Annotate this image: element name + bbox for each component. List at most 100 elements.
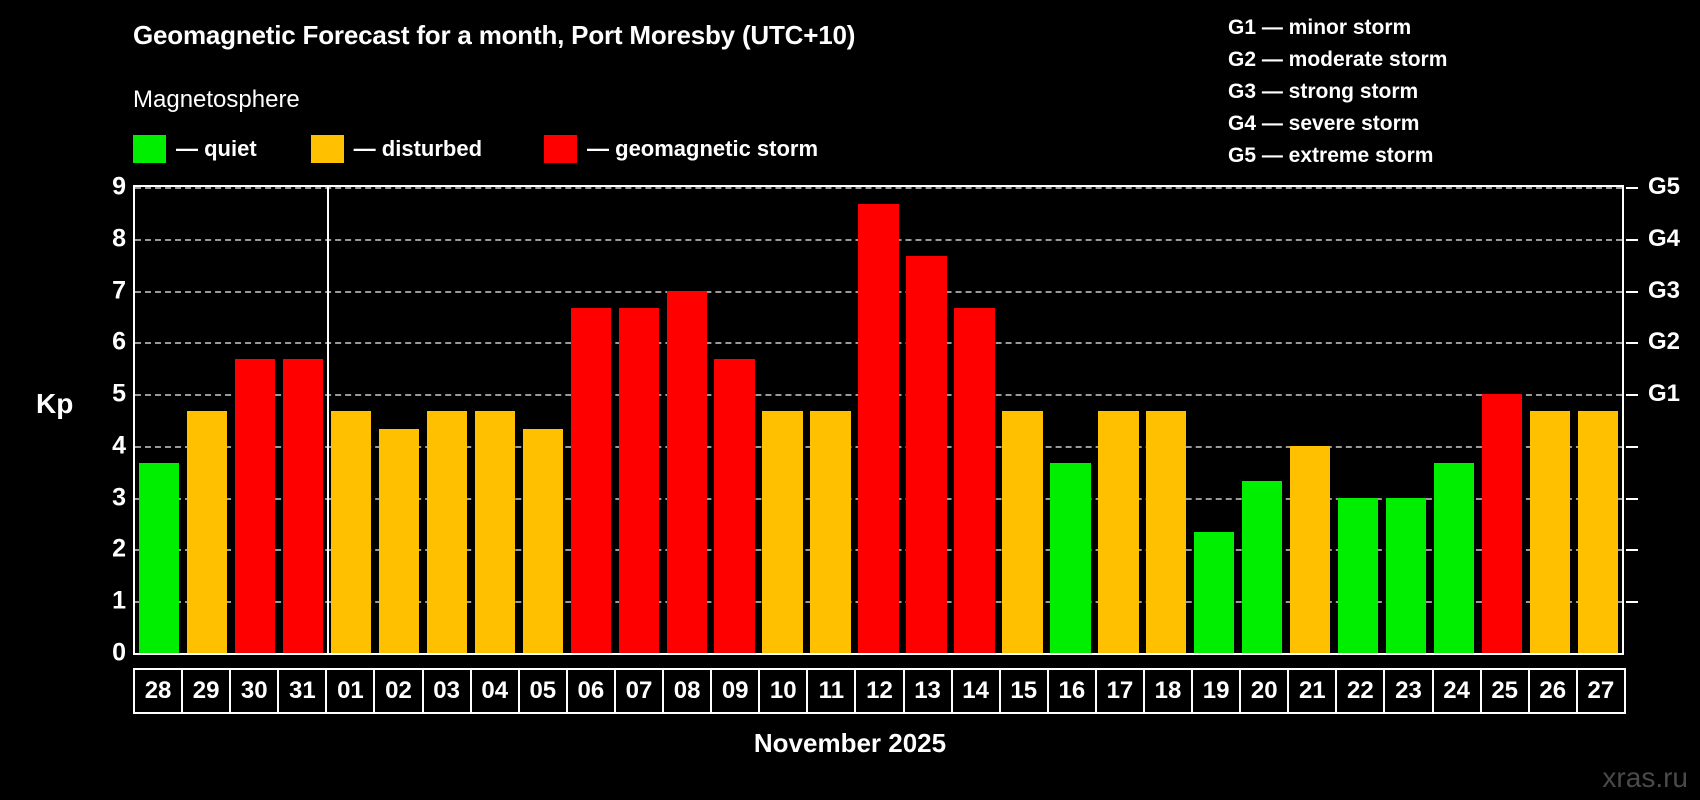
- day-label: 04: [481, 677, 509, 704]
- g-tick-mark: [1626, 445, 1638, 448]
- day-label: 19: [1202, 677, 1230, 704]
- g-tick-label-g4: G4: [1648, 224, 1681, 252]
- bar-cell: [1142, 187, 1190, 653]
- day-label-cell: 12: [854, 668, 905, 714]
- bar-cell: [1334, 187, 1382, 653]
- bar-22: [1338, 497, 1379, 653]
- y-tick-label: 1: [112, 586, 126, 615]
- month-caption: November 2025: [753, 728, 947, 758]
- legend-item-quiet: — quiet: [133, 135, 257, 163]
- day-label: 29: [192, 677, 220, 704]
- bar-30: [234, 359, 276, 653]
- day-label-cell: 15: [998, 668, 1049, 714]
- day-label: 21: [1298, 677, 1326, 704]
- page-title: Geomagnetic Forecast for a month, Port M…: [133, 20, 856, 50]
- legend-item-storm: — geomagnetic storm: [544, 135, 818, 163]
- g-scale-line: G2 — moderate storm: [1228, 48, 1448, 71]
- bar-cell: [567, 187, 615, 653]
- bar-cell: [1286, 187, 1334, 653]
- y-tick-label: 2: [112, 534, 126, 563]
- bar-13: [906, 255, 947, 653]
- disturbed-swatch: [310, 135, 344, 163]
- day-label: 03: [433, 677, 460, 704]
- g-scale-line: G1 — minor storm: [1228, 16, 1412, 39]
- g-tick-label-g1: G1: [1648, 380, 1681, 408]
- day-label-cell: 29: [181, 668, 232, 714]
- day-label: 09: [721, 677, 749, 704]
- bar-15: [1002, 411, 1043, 653]
- y-tick-label: 5: [112, 379, 126, 408]
- y-tick-label: 9: [112, 172, 126, 201]
- bar-10: [762, 411, 803, 653]
- bar-cell: [1574, 187, 1622, 653]
- forecast-divider: [326, 187, 329, 653]
- day-label-cell: 27: [1575, 668, 1626, 714]
- day-label: 30: [240, 677, 268, 704]
- day-label-cell: 04: [469, 668, 520, 714]
- day-label: 25: [1491, 677, 1519, 704]
- g-scale-line: G4 — severe storm: [1228, 112, 1420, 135]
- day-label: 01: [337, 677, 364, 704]
- bar-18: [1146, 411, 1187, 653]
- g-scale-legend: G1 — minor storm G2 — moderate storm G3 …: [1228, 12, 1447, 172]
- day-label-cell: 28: [133, 668, 184, 714]
- day-label: 02: [385, 677, 412, 704]
- day-label-cell: 19: [1191, 668, 1242, 714]
- day-labels-row: 28 29 30 31 01 02 03 04 05 06 07 08 09 10 11 12 13 14 15 16…: [133, 668, 1626, 714]
- day-label-cell: 31: [277, 668, 328, 714]
- day-label-cell: 06: [565, 668, 616, 714]
- day-label-cell: 07: [613, 668, 665, 714]
- bar-cell: [950, 187, 998, 653]
- day-label: 08: [673, 677, 701, 704]
- day-label-cell: 01: [325, 668, 376, 714]
- day-label-cell: 17: [1094, 668, 1145, 714]
- bar-19: [1194, 532, 1235, 653]
- g-tick-mark: [1626, 238, 1638, 241]
- plot-area: [133, 185, 1624, 655]
- g-tick-mark: [1626, 497, 1638, 500]
- y-tick-label: 3: [112, 483, 126, 512]
- bar-cell: [231, 187, 279, 653]
- bar-01: [330, 411, 371, 653]
- day-label: 16: [1058, 677, 1086, 704]
- g-tick-mark: [1626, 394, 1638, 397]
- day-label: 18: [1154, 677, 1182, 704]
- day-label-cell: 08: [662, 668, 713, 714]
- day-label: 27: [1587, 677, 1615, 704]
- bar-08: [666, 290, 707, 653]
- y-axis-title: Kp: [36, 388, 74, 419]
- day-label-cell: 22: [1335, 668, 1386, 714]
- day-label-cell: 10: [758, 668, 809, 714]
- y-tick-label: 7: [112, 276, 126, 305]
- y-tick-label: 8: [112, 224, 126, 253]
- bar-cell: [1046, 187, 1094, 653]
- bar-28: [138, 462, 180, 653]
- y-tick-label: 6: [112, 327, 126, 356]
- bar-cell: [1238, 187, 1286, 653]
- bar-03: [426, 411, 467, 653]
- bar-07: [618, 307, 659, 653]
- bar-cell: [327, 187, 375, 653]
- bar-04: [474, 411, 515, 653]
- day-label-cell: 20: [1239, 668, 1290, 714]
- bar-31: [282, 359, 324, 653]
- day-label-cell: 24: [1431, 668, 1482, 714]
- bar-cell: [998, 187, 1046, 653]
- bar-cell: [1094, 187, 1142, 653]
- day-label-cell: 18: [1142, 668, 1194, 714]
- bar-cell: [1478, 187, 1526, 653]
- y-tick-label: 4: [112, 431, 126, 460]
- bar-cell: [855, 187, 903, 653]
- day-label: 22: [1347, 677, 1374, 704]
- bar-09: [714, 359, 755, 653]
- g-tick-label-g3: G3: [1648, 276, 1681, 304]
- storm-swatch: [544, 135, 578, 163]
- day-label: 06: [577, 677, 605, 704]
- bar-05: [522, 428, 563, 653]
- g-tick-label-g2: G2: [1648, 328, 1681, 356]
- y-axis: 9 8 7 6 5 4 3 2 1 0: [70, 173, 210, 667]
- day-label: 20: [1250, 677, 1278, 704]
- g-tick-mark: [1626, 549, 1638, 552]
- bar-cell: [375, 187, 423, 653]
